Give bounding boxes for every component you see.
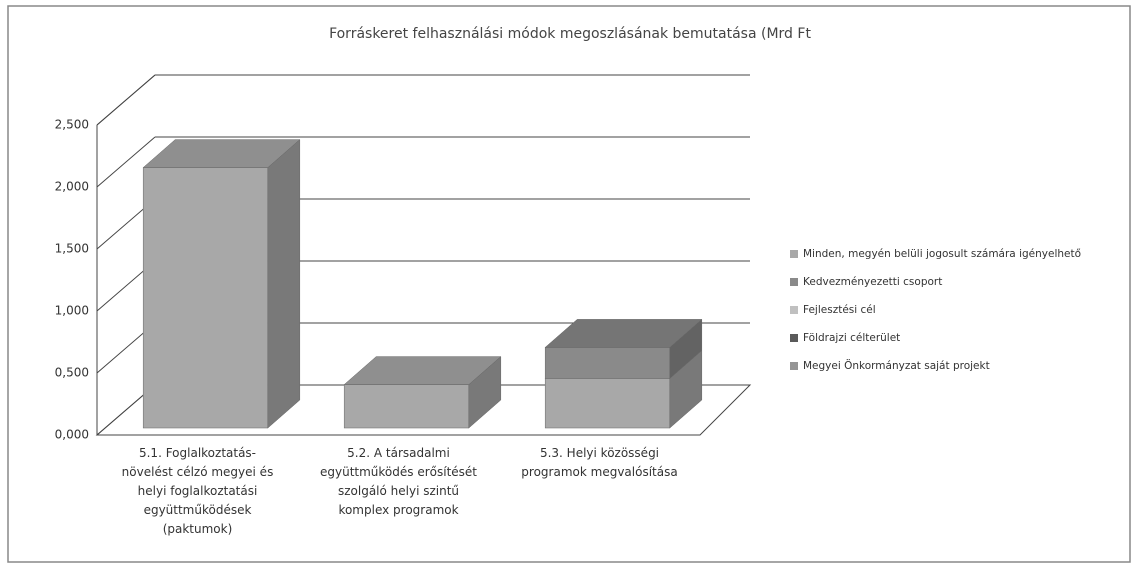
x-tick-label-line: helyi foglalkoztatási (138, 484, 258, 498)
x-tick-label-line: 5.1. Foglalkoztatás- (139, 446, 256, 460)
x-tick-label-line: 5.3. Helyi közösségi (540, 446, 659, 460)
x-tick-label: 5.1. Foglalkoztatás-növelést célzó megye… (122, 446, 274, 536)
bar-top (142, 139, 301, 168)
bar-front (142, 167, 269, 429)
bar-top (343, 356, 502, 385)
legend-label: Fejlesztési cél (803, 304, 876, 316)
y-tick-label: 0,000 (55, 428, 89, 442)
legend-swatch (790, 306, 798, 314)
legend-label: Földrajzi célterület (803, 332, 900, 344)
grid-line (96, 74, 156, 126)
x-tick-label-line: (paktumok) (163, 522, 233, 536)
x-tick-label-line: együttműködés erősítését (320, 465, 477, 479)
x-tick-label-line: együttműködések (144, 503, 252, 517)
chart-title: Forráskeret felhasználási módok megoszlá… (329, 26, 811, 42)
x-tick-label-line: 5.2. A társadalmi (347, 446, 450, 460)
bar-front (343, 384, 470, 429)
legend-label: Megyei Önkormányzat saját projekt (803, 359, 990, 372)
x-tick-label: 5.2. A társadalmi együttműködés erősítésé… (320, 446, 477, 517)
bar-front (544, 378, 671, 429)
y-tick-label: 2,500 (55, 118, 89, 132)
bar-side (267, 139, 301, 429)
y-tick-label: 1,000 (55, 304, 89, 318)
legend-label: Minden, megyén belüli jogosult számára i… (803, 248, 1081, 260)
x-tick-label-line: szolgáló helyi szintű (338, 484, 459, 498)
legend-swatch (790, 334, 798, 342)
bar-front (544, 347, 671, 379)
grid-line (96, 136, 156, 188)
x-tick-label-line: növelést célzó megyei és (122, 465, 274, 479)
y-tick-label: 0,500 (55, 366, 89, 380)
x-tick-label-line: programok megvalósítása (521, 465, 677, 479)
x-tick-label: 5.3. Helyi közösségi programok megvalósít… (521, 446, 677, 479)
legend-swatch (790, 250, 798, 258)
bar-top (544, 319, 703, 348)
legend-swatch (790, 278, 798, 286)
y-tick-label: 1,500 (55, 242, 89, 256)
x-tick-label-line: komplex programok (338, 503, 458, 517)
y-tick-label: 2,000 (55, 180, 89, 194)
legend-label: Kedvezményezetti csoport (803, 276, 942, 288)
legend-swatch (790, 362, 798, 370)
